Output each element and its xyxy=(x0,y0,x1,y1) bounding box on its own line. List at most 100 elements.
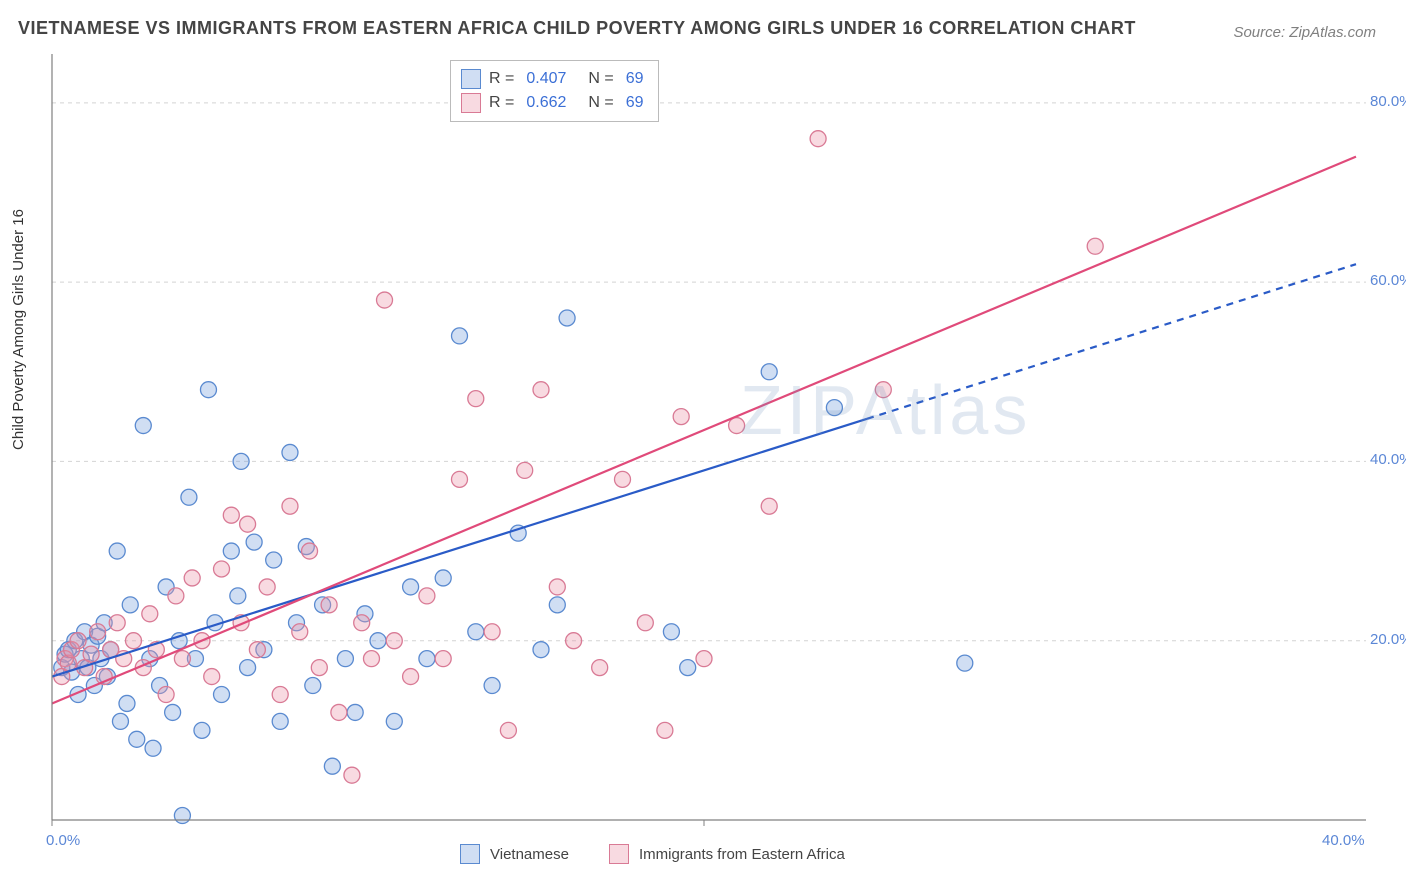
data-point xyxy=(347,704,363,720)
y-tick-label: 80.0% xyxy=(1370,93,1406,110)
data-point xyxy=(680,660,696,676)
data-point xyxy=(1087,238,1103,254)
data-point xyxy=(122,597,138,613)
legend-row: R =0.407N =69 xyxy=(461,67,644,91)
n-label: N = xyxy=(588,70,613,88)
n-value: 69 xyxy=(626,94,644,112)
data-point xyxy=(266,552,282,568)
data-point xyxy=(566,633,582,649)
data-point xyxy=(331,704,347,720)
data-point xyxy=(259,579,275,595)
data-point xyxy=(377,292,393,308)
data-point xyxy=(386,713,402,729)
data-point xyxy=(321,597,337,613)
legend-swatch xyxy=(460,844,480,864)
data-point xyxy=(354,615,370,631)
data-point xyxy=(761,364,777,380)
data-point xyxy=(615,471,631,487)
data-point xyxy=(549,597,565,613)
r-label: R = xyxy=(489,70,514,88)
correlation-legend: R =0.407N =69R =0.662N =69 xyxy=(450,60,659,122)
r-label: R = xyxy=(489,94,514,112)
data-point xyxy=(337,651,353,667)
data-point xyxy=(452,328,468,344)
data-point xyxy=(435,651,451,667)
data-point xyxy=(90,624,106,640)
data-point xyxy=(484,678,500,694)
data-point xyxy=(305,678,321,694)
data-point xyxy=(696,651,712,667)
data-point xyxy=(452,471,468,487)
data-point xyxy=(403,669,419,685)
data-point xyxy=(673,409,689,425)
data-point xyxy=(729,418,745,434)
legend-swatch xyxy=(461,93,481,113)
data-point xyxy=(184,570,200,586)
data-point xyxy=(240,660,256,676)
data-point xyxy=(370,633,386,649)
data-point xyxy=(249,642,265,658)
data-point xyxy=(810,131,826,147)
data-point xyxy=(500,722,516,738)
data-point xyxy=(957,655,973,671)
data-point xyxy=(435,570,451,586)
data-point xyxy=(126,633,142,649)
data-point xyxy=(419,588,435,604)
data-point xyxy=(592,660,608,676)
data-point xyxy=(419,651,435,667)
data-point xyxy=(194,722,210,738)
series-legend-vietnamese: Vietnamese xyxy=(460,844,569,864)
trend-line xyxy=(52,157,1356,704)
data-point xyxy=(468,624,484,640)
data-point xyxy=(230,588,246,604)
data-point xyxy=(549,579,565,595)
data-point xyxy=(70,633,86,649)
data-point xyxy=(559,310,575,326)
data-point xyxy=(386,633,402,649)
r-value: 0.662 xyxy=(526,94,566,112)
data-point xyxy=(240,516,256,532)
data-point xyxy=(363,651,379,667)
scatter-chart xyxy=(0,0,1406,892)
data-point xyxy=(129,731,145,747)
data-point xyxy=(324,758,340,774)
data-point xyxy=(282,444,298,460)
data-point xyxy=(484,624,500,640)
data-point xyxy=(663,624,679,640)
legend-row: R =0.662N =69 xyxy=(461,91,644,115)
data-point xyxy=(135,418,151,434)
y-tick-label: 20.0% xyxy=(1370,631,1406,648)
data-point xyxy=(158,686,174,702)
data-point xyxy=(223,543,239,559)
data-point xyxy=(403,579,419,595)
data-point xyxy=(168,588,184,604)
data-point xyxy=(142,606,158,622)
legend-label: Vietnamese xyxy=(490,846,569,863)
data-point xyxy=(875,382,891,398)
x-tick-label: 0.0% xyxy=(46,832,80,849)
data-point xyxy=(272,686,288,702)
data-point xyxy=(145,740,161,756)
data-point xyxy=(468,391,484,407)
data-point xyxy=(517,462,533,478)
n-value: 69 xyxy=(626,70,644,88)
data-point xyxy=(233,453,249,469)
data-point xyxy=(181,489,197,505)
data-point xyxy=(533,382,549,398)
data-point xyxy=(826,400,842,416)
data-point xyxy=(83,646,99,662)
data-point xyxy=(165,704,181,720)
data-point xyxy=(311,660,327,676)
data-point xyxy=(200,382,216,398)
data-point xyxy=(302,543,318,559)
data-point xyxy=(292,624,308,640)
data-point xyxy=(637,615,653,631)
trend-line-extrapolated xyxy=(867,264,1356,419)
data-point xyxy=(109,615,125,631)
data-point xyxy=(174,651,190,667)
legend-label: Immigrants from Eastern Africa xyxy=(639,846,845,863)
series-legend-eastern-africa: Immigrants from Eastern Africa xyxy=(609,844,845,864)
data-point xyxy=(174,808,190,824)
data-point xyxy=(344,767,360,783)
legend-swatch xyxy=(609,844,629,864)
